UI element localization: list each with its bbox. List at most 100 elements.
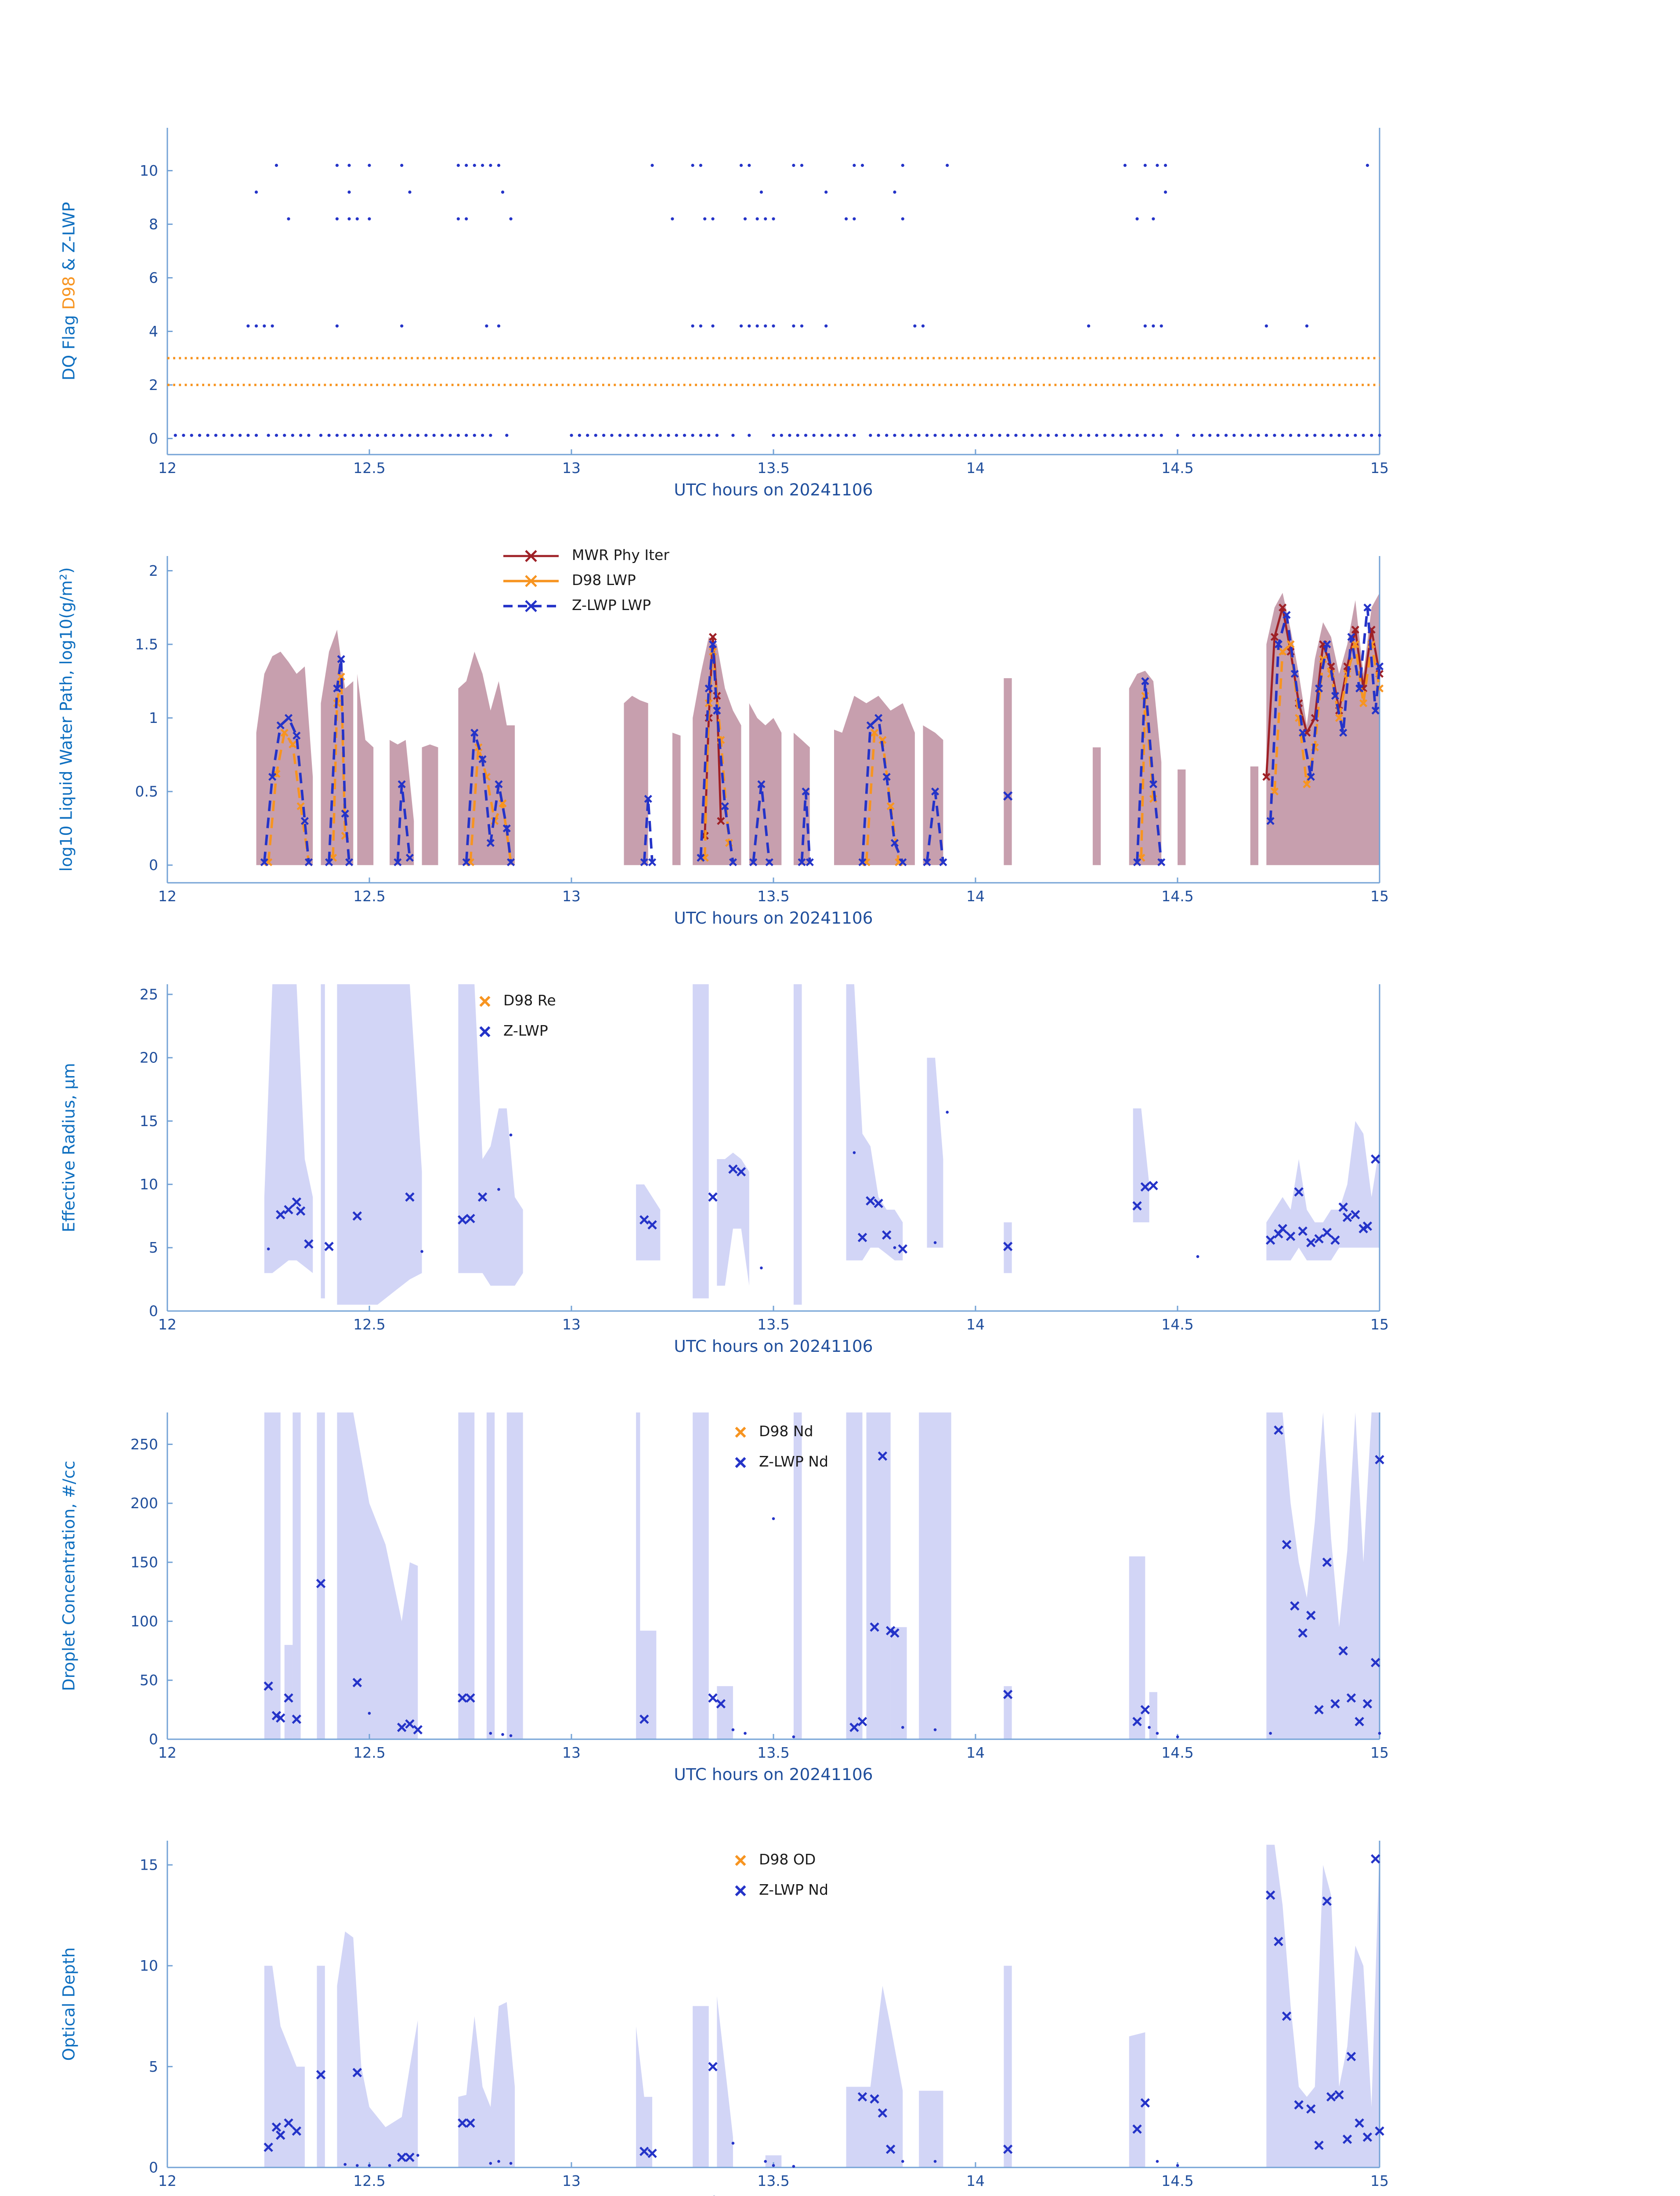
x-tick-label: 14.5 [1161,888,1193,905]
flag-8-points [335,217,339,220]
flag-8-points [853,217,856,220]
flag-0-points [392,433,395,437]
envelope-band [717,1996,733,2167]
envelope-band [1266,1845,1380,2167]
od-small-dots [416,2154,419,2157]
flag-0-points [667,433,670,437]
flag-8-points [711,217,715,220]
envelope-band [749,703,782,865]
flag-4-points [699,324,702,328]
envelope-band [264,984,313,1273]
flag-0-points [1087,433,1091,437]
flag-4-points [748,324,751,328]
flag-10-points [347,163,351,167]
flag-0-points [1022,433,1026,437]
flag-0-points [715,433,719,437]
flag-8-points [347,217,351,220]
xlabel-panel-1: UTC hours on 20241106 [674,480,873,499]
ylabel-lwp: log10 Liquid Water Path, log10(g/m²) [56,567,76,872]
flag-8-points [355,217,359,220]
flag-0-points [275,433,278,437]
x-tick-label: 13 [562,1744,581,1761]
y-tick-label: 20 [140,1049,158,1066]
re-small-dots [946,1111,949,1114]
flag-0-points [683,433,686,437]
flag-0-points [1192,433,1196,437]
re-small-dots [933,1241,937,1244]
x-tick-label: 13 [562,888,581,905]
ylabel-part-zlwp: Z-LWP [58,202,79,253]
legend-x-marker-icon [735,1884,746,1896]
flag-10-points [901,163,904,167]
legend-entry-d98-lwp: D98 LWP [501,571,669,590]
flag-10-points [792,163,795,167]
od-small-dots [509,2162,513,2165]
y-tick-label: 200 [130,1495,158,1512]
y-tick-label: 4 [149,323,158,340]
x-tick-label: 13 [562,2172,581,2189]
x-tick-label: 13.5 [757,888,789,905]
flag-0-points [675,433,678,437]
flag-0-points [1281,433,1284,437]
flag-10-points [800,163,804,167]
nd-small-dots [901,1726,904,1729]
flag-0-points [1249,433,1252,437]
od-small-dots [731,2142,735,2145]
legend-x-marker-icon [525,549,537,562]
envelope-band [256,651,313,865]
ylabel-part-dq-flag: DQ Flag [58,310,79,381]
x-tick-label: 14 [966,459,985,477]
nd-small-dots [792,1735,795,1738]
legend-entry-d98-od: D98 OD [733,1850,828,1870]
envelope-band [846,984,903,1261]
flag-0-points [917,433,921,437]
legend-label-z-lwp-nd: Z-LWP Nd [759,1453,828,1470]
flag-10-points [860,163,864,167]
legend-entry-z-lwp: Z-LWP LWP [501,596,669,615]
flag-0-points [432,433,436,437]
x-tick-label: 15 [1370,1316,1389,1333]
y-tick-label: 15 [140,1856,158,1874]
flag-0-points [238,433,242,437]
flag-0-points [909,433,913,437]
nd-small-dots [489,1732,492,1735]
flag-0-points [360,433,363,437]
envelope-band [1133,1108,1149,1223]
flag-0-points [267,433,270,437]
nd-small-dots [509,1734,513,1737]
flag-4-points [792,324,795,328]
legend-label-z-lwp: Z-LWP LWP [572,597,651,614]
flag-0-points [731,433,735,437]
flag-0-points [699,433,702,437]
flag-0-points [1152,433,1155,437]
ylabel-droplet-concentration: Droplet Concentration, #/cc [58,1460,79,1691]
envelope-band [1129,2032,1145,2167]
flag-0-points [299,433,303,437]
flag-4-points [1152,324,1155,328]
nd-small-dots [501,1733,504,1736]
flag-0-points [1240,433,1244,437]
od-small-dots [489,2162,492,2165]
nd-small-dots [1378,1732,1381,1735]
flag-8-points [287,217,290,220]
envelope-band [1004,678,1012,865]
flag-4-points [755,324,759,328]
xlabel-panel-2: UTC hours on 20241106 [674,908,873,928]
envelope-band [486,1412,495,1739]
flag-0-points [440,433,444,437]
flag-0-points [307,433,311,437]
z-lwp-line-markers [260,603,1384,867]
flag-0-points [254,433,258,437]
flag-0-points [626,433,630,437]
flag-10-points [465,163,468,167]
envelope-band [1149,1692,1157,1739]
legend-line-d98-icon [503,574,559,587]
flag-0-points [351,433,355,437]
nd-small-dots [744,1732,747,1735]
nd-small-dots [772,1517,775,1521]
flag-0-points [1046,433,1050,437]
flag-0-points [650,433,654,437]
flag-10-points [335,163,339,167]
x-tick-label: 12.5 [353,888,385,905]
